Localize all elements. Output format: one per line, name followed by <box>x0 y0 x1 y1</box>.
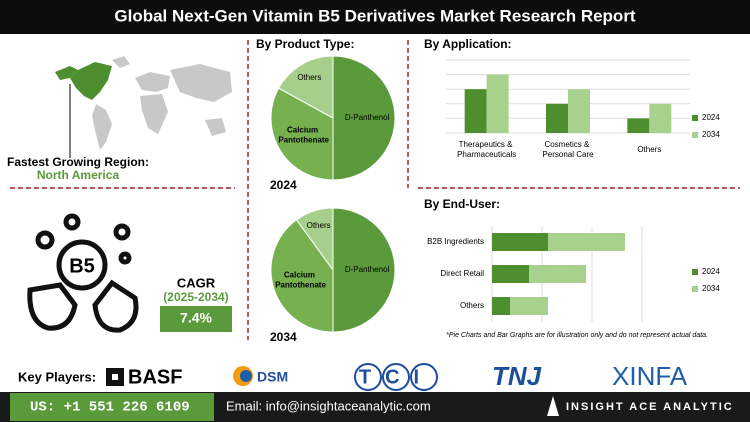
chart-label: 2034 <box>270 330 297 344</box>
note: *Pie Charts and Bar Graphs are for illus… <box>446 332 708 339</box>
y-tick-label: Direct Retail <box>440 269 484 278</box>
company: XINFA <box>612 361 688 391</box>
region-value: North America <box>37 168 120 182</box>
bar-segment <box>492 265 529 283</box>
company: TNJ <box>492 361 542 391</box>
bar <box>649 103 672 133</box>
bar-segment <box>529 265 586 283</box>
b5-icon <box>27 213 139 333</box>
x-tick-label: Cosmetics & Personal Care <box>542 140 594 159</box>
bar-segment <box>492 233 548 251</box>
legend-swatch <box>692 269 698 275</box>
brand-logo <box>547 396 559 416</box>
bar <box>546 103 568 133</box>
key-players-label: Key Players: <box>18 369 96 384</box>
cagr-value: 7.4% <box>180 310 212 326</box>
chart-title: By Application: <box>424 37 512 51</box>
bar <box>486 74 509 133</box>
dsm-logo <box>240 370 252 382</box>
title-bar <box>0 0 750 34</box>
email: Email: info@insightaceanalytic.com <box>226 398 431 413</box>
legend-label: 2024 <box>702 267 720 276</box>
slice-label: Calcium Pantothenate <box>278 125 329 144</box>
slice-label: D-Panthenol <box>345 113 390 122</box>
slice-label: D-Panthenol <box>345 265 390 274</box>
legend-swatch <box>692 132 698 138</box>
company: TCI <box>359 366 433 388</box>
y-tick-label: B2B Ingredients <box>427 237 484 246</box>
chart-label: 2024 <box>270 178 297 192</box>
title: Global Next-Gen Vitamin B5 Derivatives M… <box>114 6 636 25</box>
region-label: Fastest Growing Region: <box>7 155 149 169</box>
bar <box>627 118 650 133</box>
legend-label: 2034 <box>702 284 720 293</box>
phone: US: +1 551 226 6109 <box>30 400 190 416</box>
legend-label: 2024 <box>702 113 720 122</box>
bar <box>464 89 487 133</box>
slice-label: Others <box>297 73 321 82</box>
legend-swatch <box>692 115 698 121</box>
company: DSM <box>257 369 288 385</box>
x-tick-label: Therapeutics & Pharmaceuticals <box>457 140 516 159</box>
bar-segment <box>548 233 625 251</box>
chart-title: By Product Type: <box>256 37 354 51</box>
pie-slice <box>277 55 334 119</box>
company: BASF <box>128 366 182 388</box>
b5-text: B5 <box>69 255 95 277</box>
slice-label: Calcium Pantothenate <box>275 271 326 290</box>
pie-slice <box>295 207 334 272</box>
cagr-box <box>160 306 232 332</box>
bar <box>568 89 590 133</box>
slice-label: Others <box>307 221 331 230</box>
cagr-period: (2025-2034) <box>163 290 228 304</box>
pie-slice <box>332 55 396 181</box>
world-map <box>55 56 232 150</box>
y-tick-label: Others <box>460 301 484 310</box>
pie-slice <box>332 207 396 333</box>
pie-slice <box>270 87 334 181</box>
bar-segment <box>492 297 510 315</box>
basf-logo <box>112 374 118 380</box>
brand: INSIGHT ACE ANALYTIC <box>566 401 734 413</box>
tci-logo <box>354 363 438 391</box>
chart-title: By End-User: <box>424 197 500 211</box>
bar-segment <box>510 297 548 315</box>
legend-swatch <box>692 286 698 292</box>
pie-slice <box>270 219 334 333</box>
legend-label: 2034 <box>702 130 720 139</box>
cagr-label: CAGR <box>177 275 216 290</box>
x-tick-label: Others <box>637 145 661 154</box>
phone-box <box>10 393 214 421</box>
